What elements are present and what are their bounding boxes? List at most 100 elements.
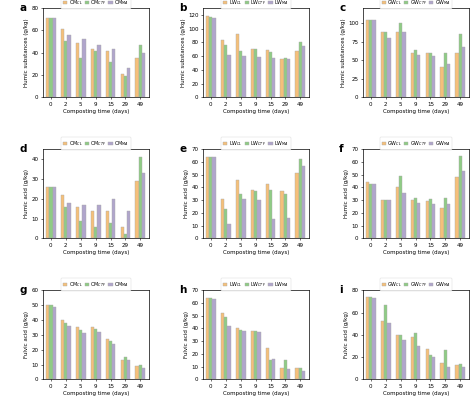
- Bar: [295, 51, 299, 98]
- Bar: [76, 43, 79, 98]
- Bar: [228, 55, 231, 98]
- Bar: [369, 20, 373, 98]
- Bar: [49, 187, 53, 238]
- Y-axis label: Humic acid (g/kg): Humic acid (g/kg): [344, 169, 349, 218]
- Bar: [269, 52, 272, 98]
- Bar: [254, 191, 257, 238]
- Bar: [462, 171, 465, 238]
- Bar: [302, 166, 305, 238]
- Bar: [432, 357, 436, 379]
- Bar: [82, 40, 86, 98]
- Legend: GW$_{CL}$, GW$_{CTF}$, GW$_{MA}$: GW$_{CL}$, GW$_{CTF}$, GW$_{MA}$: [380, 0, 452, 9]
- Bar: [444, 53, 447, 98]
- Legend: LW$_{CL}$, LW$_{CTF}$, LW$_{MA}$: LW$_{CL}$, LW$_{CTF}$, LW$_{MA}$: [221, 278, 291, 291]
- Bar: [109, 62, 112, 98]
- Bar: [269, 360, 272, 379]
- Bar: [284, 360, 287, 379]
- Bar: [265, 50, 269, 98]
- X-axis label: Composting time (days): Composting time (days): [63, 250, 129, 255]
- Bar: [302, 370, 305, 379]
- Text: c: c: [339, 3, 346, 13]
- Bar: [53, 187, 56, 238]
- Bar: [414, 50, 417, 98]
- Bar: [287, 218, 291, 238]
- Bar: [142, 173, 146, 238]
- Bar: [112, 199, 116, 238]
- X-axis label: Composting time (days): Composting time (days): [383, 391, 449, 396]
- Bar: [440, 67, 444, 98]
- Bar: [136, 181, 139, 238]
- Bar: [384, 305, 387, 379]
- Bar: [91, 211, 94, 238]
- Y-axis label: Humic substances (g/kg): Humic substances (g/kg): [181, 18, 186, 87]
- Bar: [459, 34, 462, 98]
- Bar: [127, 360, 130, 379]
- Bar: [402, 32, 406, 98]
- Bar: [284, 194, 287, 238]
- Bar: [120, 74, 124, 98]
- Bar: [124, 235, 127, 238]
- Bar: [120, 226, 124, 238]
- Bar: [429, 355, 432, 379]
- Legend: CM$_{CL}$, CM$_{CTF}$, CM$_{MA}$: CM$_{CL}$, CM$_{CTF}$, CM$_{MA}$: [61, 278, 131, 291]
- Bar: [459, 155, 462, 238]
- Text: a: a: [19, 3, 27, 13]
- Bar: [381, 200, 384, 238]
- Text: d: d: [19, 144, 27, 154]
- Bar: [236, 180, 239, 238]
- Text: e: e: [179, 144, 186, 154]
- Bar: [384, 200, 387, 238]
- Bar: [53, 18, 56, 98]
- Bar: [281, 368, 284, 379]
- Bar: [239, 51, 242, 98]
- Bar: [299, 368, 302, 379]
- Bar: [456, 365, 459, 379]
- Bar: [139, 45, 142, 98]
- Bar: [462, 367, 465, 379]
- Bar: [384, 32, 387, 98]
- Bar: [299, 42, 302, 98]
- Bar: [106, 51, 109, 98]
- Bar: [76, 327, 79, 379]
- Bar: [257, 332, 261, 379]
- Bar: [127, 69, 130, 98]
- Bar: [124, 357, 127, 379]
- Bar: [206, 16, 209, 98]
- Bar: [136, 366, 139, 379]
- Bar: [46, 187, 49, 238]
- Bar: [236, 328, 239, 379]
- Bar: [221, 199, 224, 238]
- Bar: [410, 200, 414, 238]
- Bar: [456, 177, 459, 238]
- Bar: [426, 53, 429, 98]
- Y-axis label: Fulvic acid (g/kg): Fulvic acid (g/kg): [184, 311, 190, 358]
- Bar: [97, 45, 100, 98]
- Bar: [79, 221, 82, 238]
- Bar: [49, 18, 53, 98]
- Bar: [402, 193, 406, 238]
- Bar: [447, 367, 450, 379]
- Bar: [459, 364, 462, 379]
- Bar: [79, 58, 82, 98]
- Bar: [67, 35, 71, 98]
- Bar: [82, 333, 86, 379]
- Bar: [109, 222, 112, 238]
- Bar: [139, 157, 142, 238]
- Bar: [302, 46, 305, 98]
- Text: h: h: [179, 285, 187, 295]
- X-axis label: Composting time (days): Composting time (days): [223, 250, 289, 255]
- Bar: [373, 20, 376, 98]
- Bar: [209, 17, 212, 98]
- Legend: GW$_{CL}$, GW$_{CTF}$, GW$_{MA}$: GW$_{CL}$, GW$_{CTF}$, GW$_{MA}$: [380, 278, 452, 291]
- Bar: [212, 157, 216, 238]
- Bar: [410, 53, 414, 98]
- Bar: [94, 51, 97, 98]
- Bar: [426, 202, 429, 238]
- Bar: [251, 190, 254, 238]
- Bar: [209, 298, 212, 379]
- Bar: [212, 299, 216, 379]
- Bar: [136, 58, 139, 98]
- Bar: [373, 298, 376, 379]
- Bar: [251, 49, 254, 98]
- Bar: [61, 320, 64, 379]
